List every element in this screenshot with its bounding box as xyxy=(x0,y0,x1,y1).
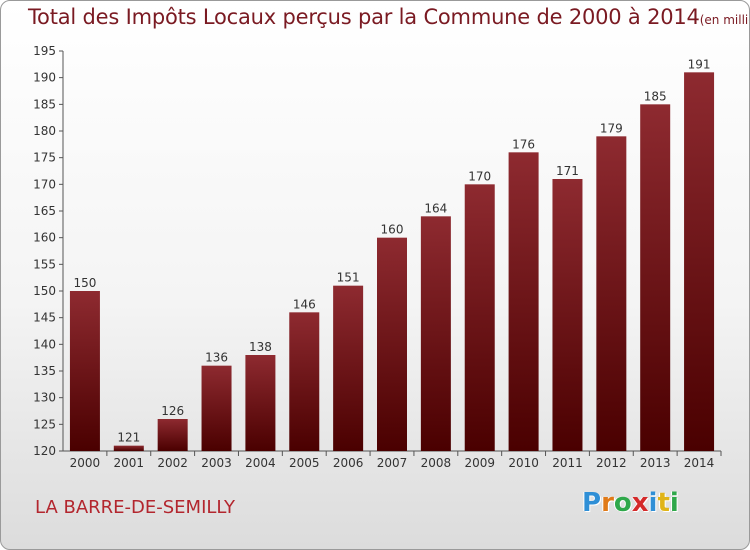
data-label: 126 xyxy=(161,404,184,418)
x-tick-label: 2011 xyxy=(552,456,583,470)
bar xyxy=(333,285,364,451)
x-tick-label: 2002 xyxy=(157,456,188,470)
x-tick-label: 2013 xyxy=(640,456,671,470)
logo-letter: o xyxy=(613,488,632,518)
y-tick-label: 180 xyxy=(33,124,56,138)
bar xyxy=(377,237,407,451)
y-tick-label: 120 xyxy=(33,444,56,458)
logo-letter: t xyxy=(657,488,670,518)
value-labels: 150 121 126 136 138 146 151 160 164 170 176 171 179 1… xyxy=(73,57,710,444)
x-tick-label: 2005 xyxy=(289,456,320,470)
data-label: 171 xyxy=(556,164,579,178)
bar xyxy=(201,365,232,451)
bar xyxy=(289,312,320,451)
x-tick-label: 2000 xyxy=(70,456,101,470)
data-label: 151 xyxy=(337,271,360,285)
y-tick-label: 130 xyxy=(33,391,56,405)
x-tick-label: 2001 xyxy=(114,456,145,470)
chart-title-unit: (en milliers d'€) xyxy=(699,13,749,27)
bar xyxy=(69,291,100,451)
y-tick-label: 140 xyxy=(33,337,56,351)
chart-title-main: Total des Impôts Locaux perçus par la Co… xyxy=(28,5,700,29)
y-tick-label: 150 xyxy=(33,284,56,298)
bar xyxy=(245,355,276,451)
x-tick-label: 2007 xyxy=(377,456,408,470)
x-tick-label: 2004 xyxy=(245,456,276,470)
commune-name: LA BARRE-DE-SEMILLY xyxy=(35,497,236,518)
y-tick-label: 135 xyxy=(33,364,56,378)
x-tick-label: 2006 xyxy=(333,456,364,470)
y-tick-label: 155 xyxy=(33,257,56,271)
x-tick-label: 2014 xyxy=(684,456,715,470)
x-tick-label: 2008 xyxy=(421,456,452,470)
chart-title: Total des Impôts Locaux perçus par la Co… xyxy=(28,5,749,29)
logo-letter: i xyxy=(669,488,679,518)
bar xyxy=(684,72,715,451)
y-tick-label: 145 xyxy=(33,311,56,325)
y-tick-label: 175 xyxy=(33,151,56,165)
data-label: 164 xyxy=(424,201,447,215)
y-axis: 120 125 130 135 140 145 150 155 160 165 170 175 180 1… xyxy=(33,44,64,458)
logo-letter: r xyxy=(601,488,614,518)
x-tick-label: 2010 xyxy=(508,456,539,470)
logo-letter: i xyxy=(648,488,658,518)
bar xyxy=(464,184,495,452)
proxiti-logo: Proxiti xyxy=(582,488,679,518)
data-label: 138 xyxy=(249,340,272,354)
data-label: 150 xyxy=(73,276,96,290)
bar xyxy=(113,445,144,451)
data-label: 179 xyxy=(600,121,623,135)
data-label: 170 xyxy=(468,169,491,183)
data-label: 185 xyxy=(644,89,667,103)
bar xyxy=(508,152,539,452)
data-label: 176 xyxy=(512,137,535,151)
y-tick-label: 195 xyxy=(33,44,56,58)
logo-letter: P xyxy=(582,488,602,518)
y-tick-label: 190 xyxy=(33,71,56,85)
x-tick-label: 2009 xyxy=(464,456,495,470)
x-tick-label: 2012 xyxy=(596,456,627,470)
bar xyxy=(596,136,627,452)
bar xyxy=(157,419,188,451)
x-tick-label: 2003 xyxy=(201,456,232,470)
bar xyxy=(420,216,451,451)
y-tick-label: 185 xyxy=(33,97,56,111)
x-axis: 2000 2001 2002 2003 2004 2005 2006 2007 2008 2009… xyxy=(63,450,722,470)
logo-letter: x xyxy=(631,488,649,518)
data-label: 136 xyxy=(205,351,228,365)
data-label: 121 xyxy=(117,431,140,445)
bar xyxy=(640,104,671,451)
y-tick-label: 170 xyxy=(33,177,56,191)
y-tick-label: 165 xyxy=(33,204,56,218)
bars xyxy=(69,72,715,452)
data-label: 146 xyxy=(293,297,316,311)
data-label: 191 xyxy=(688,57,711,71)
data-label: 160 xyxy=(381,223,404,237)
bar xyxy=(552,179,583,451)
y-tick-label: 160 xyxy=(33,231,56,245)
y-tick-label: 125 xyxy=(33,417,56,431)
